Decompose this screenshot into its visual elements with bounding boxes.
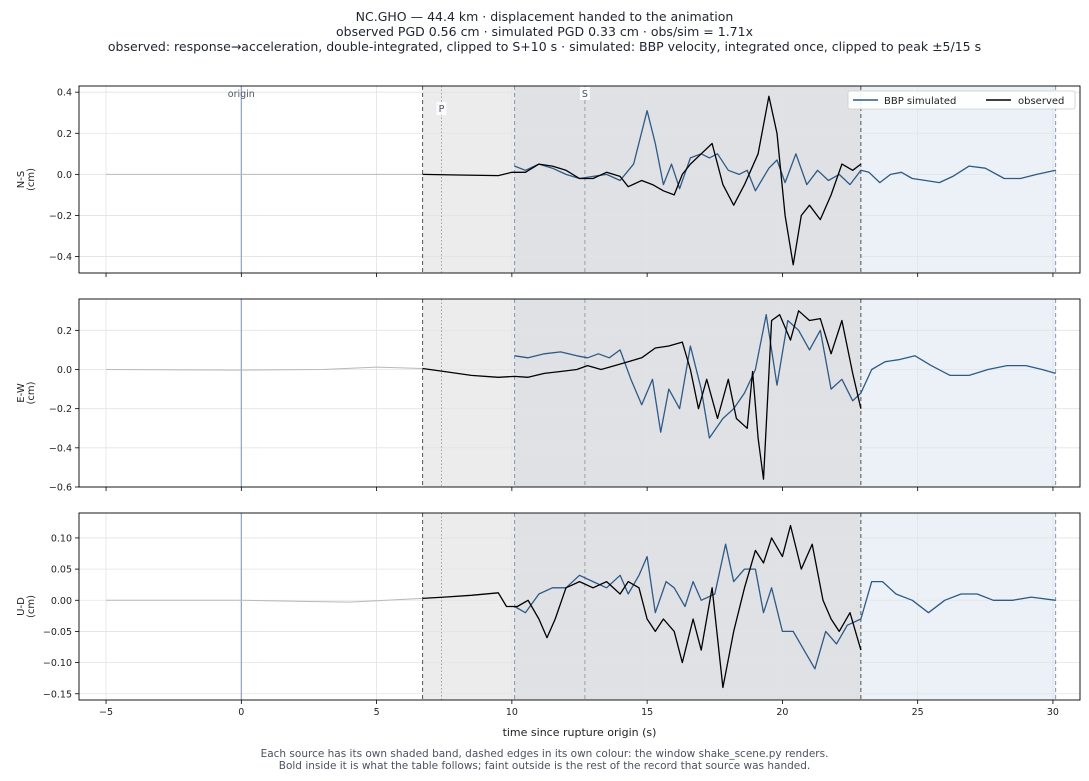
x-tick-label: −5 <box>99 707 113 718</box>
footer-note: Each source has its own shaded band, das… <box>0 748 1089 772</box>
y-axis-label: N-S <box>16 171 27 188</box>
legend-frame <box>847 90 1076 110</box>
observed-series <box>422 95 862 266</box>
x-tick-label: 25 <box>912 707 924 718</box>
observed-series <box>422 524 862 689</box>
y-tick-label: 0.0 <box>57 170 72 181</box>
overlap-band <box>514 299 861 487</box>
p-label: P <box>439 104 445 115</box>
y-tick-label: 0.2 <box>57 326 72 337</box>
x-tick-label: 10 <box>506 707 518 718</box>
y-tick-label: −0.10 <box>43 658 72 669</box>
y-axis-label: (cm) <box>26 595 37 618</box>
y-tick-label: −0.15 <box>43 689 72 700</box>
y-tick-label: −0.4 <box>49 443 72 454</box>
chart-title: NC.GHO — 44.4 km · displacement handed t… <box>0 9 1089 54</box>
title-line-2: observed PGD 0.56 cm · simulated PGD 0.3… <box>336 24 753 39</box>
title-line-1: NC.GHO — 44.4 km · displacement handed t… <box>355 9 734 24</box>
footer-line-2: Bold inside it is what the table follows… <box>278 760 811 772</box>
x-tick-label: 15 <box>641 707 653 718</box>
y-tick-label: 0.10 <box>51 533 72 544</box>
footer-line-1: Each source has its own shaded band, das… <box>260 748 829 760</box>
x-axis-label: time since rupture origin (s) <box>503 726 657 739</box>
observed-faint-series <box>106 597 423 603</box>
panel-frame <box>78 298 1081 488</box>
p-label-box <box>436 102 447 115</box>
x-tick-label: 0 <box>238 707 244 718</box>
x-tick-label: 20 <box>776 707 788 718</box>
y-tick-label: 0.0 <box>57 365 72 376</box>
simulated-series <box>514 543 1056 670</box>
legend: BBP simulated observed <box>847 90 1076 110</box>
y-axis-label: E-W <box>16 383 27 403</box>
panel-frame <box>78 512 1081 701</box>
y-tick-label: −0.4 <box>49 252 72 263</box>
s-label: S <box>582 89 588 100</box>
x-tick-label: 5 <box>374 707 380 718</box>
panel-3: −0.15 −0.10 −0.05 0.00 0.05 0.10 U-D (cm) −5 0 5 10… <box>16 512 1081 739</box>
panel-frame <box>78 85 1081 274</box>
y-tick-label: 0.00 <box>51 596 72 607</box>
y-axis-label: (cm) <box>26 168 37 191</box>
panel-1: −0.4 −0.2 0.0 0.2 0.4 N-S (cm) origin P S BBP simu… <box>16 85 1081 277</box>
legend-simulated-label: BBP simulated <box>884 96 956 107</box>
y-tick-label: 0.05 <box>51 565 72 576</box>
y-tick-label: −0.2 <box>49 211 72 222</box>
y-tick-label: 0.2 <box>57 129 72 140</box>
y-tick-label: −0.2 <box>49 404 72 415</box>
legend-observed-label: observed <box>1018 96 1064 107</box>
observed-series <box>422 310 862 480</box>
origin-label: origin <box>228 89 255 100</box>
overlap-band <box>514 513 861 700</box>
simulated-series <box>514 314 1056 439</box>
title-line-3: observed: response→acceleration, double-… <box>107 39 982 54</box>
y-axis-label: (cm) <box>26 381 37 404</box>
panel-2: −0.6 −0.4 −0.2 0.0 0.2 E-W (cm) <box>16 298 1081 494</box>
x-tick-label: 30 <box>1047 707 1059 718</box>
simulated-series <box>514 110 1056 192</box>
y-tick-label: −0.6 <box>49 483 72 494</box>
y-tick-label: −0.05 <box>43 627 72 638</box>
overlap-band <box>514 86 861 273</box>
y-axis-label: U-D <box>16 597 27 616</box>
observed-faint-series <box>106 366 423 371</box>
y-tick-label: 0.4 <box>57 88 72 99</box>
s-label-box <box>579 87 590 100</box>
